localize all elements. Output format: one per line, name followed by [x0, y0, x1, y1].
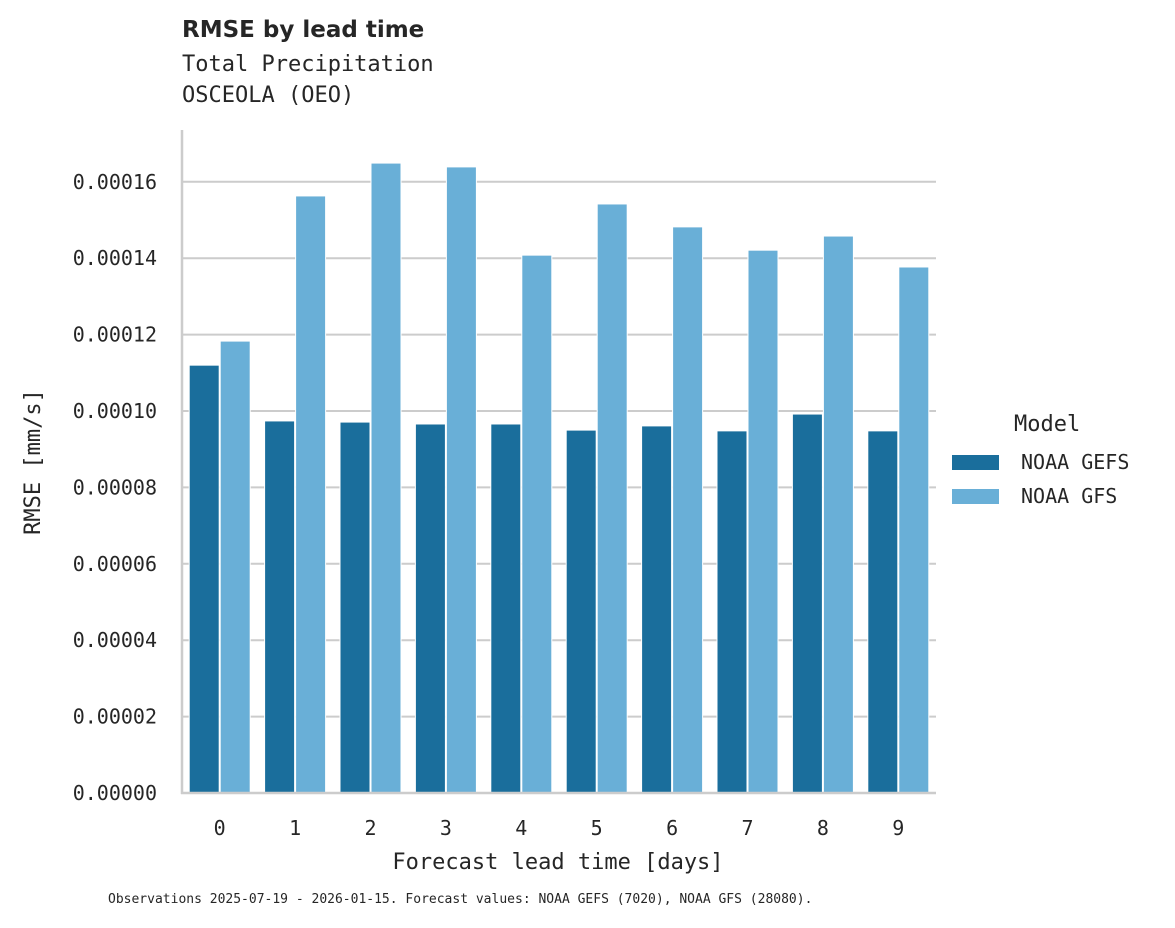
- footnote: Observations 2025-07-19 - 2026-01-15. Fo…: [108, 892, 813, 907]
- bar-gfs-2: [370, 162, 402, 794]
- bar-gfs-8: [822, 235, 854, 794]
- y-tick-label: 0.00014: [73, 246, 157, 270]
- x-tick-label: 1: [289, 816, 301, 840]
- bar-gfs-5: [596, 203, 628, 794]
- y-tick-label: 0.00006: [73, 552, 157, 576]
- x-tick-label: 5: [591, 816, 603, 840]
- bar-gfs-0: [219, 340, 251, 794]
- y-axis-label: RMSE [mm/s]: [21, 389, 46, 535]
- x-tick-label: 2: [364, 816, 376, 840]
- bar-gefs-6: [641, 425, 673, 794]
- bar-gfs-9: [898, 266, 930, 794]
- x-tick-label: 0: [214, 816, 226, 840]
- legend-swatch-gefs: [952, 454, 999, 470]
- x-tick-label: 6: [666, 816, 678, 840]
- bar-gfs-4: [521, 254, 553, 794]
- x-axis-ticks: 0 1 2 3 4 5 6 7 8 9: [214, 816, 905, 840]
- x-tick-label: 7: [741, 816, 753, 840]
- bar-gefs-8: [791, 413, 823, 794]
- y-tick-label: 0.00000: [73, 781, 157, 805]
- bar-gfs-1: [295, 195, 327, 794]
- bar-gefs-2: [339, 421, 371, 794]
- bar-gefs-5: [565, 429, 597, 794]
- x-tick-label: 9: [892, 816, 904, 840]
- bar-gfs-3: [445, 166, 477, 794]
- legend: Model NOAA GEFS NOAA GFS: [952, 412, 1129, 513]
- bar-gefs-0: [188, 364, 220, 794]
- chart-subtitle-station: OSCEOLA (OEO): [182, 83, 355, 108]
- y-tick-label: 0.00012: [73, 323, 157, 347]
- y-tick-label: 0.00004: [73, 628, 157, 652]
- bar-gefs-3: [414, 423, 446, 794]
- y-tick-label: 0.00002: [73, 705, 157, 729]
- legend-swatch-gfs: [952, 488, 999, 504]
- x-tick-label: 3: [440, 816, 452, 840]
- legend-item-gefs: NOAA GEFS: [952, 445, 1129, 479]
- x-tick-label: 8: [817, 816, 829, 840]
- legend-label-gfs: NOAA GFS: [1021, 484, 1118, 508]
- bar-gfs-7: [747, 249, 779, 794]
- legend-title: Model: [1014, 412, 1081, 437]
- bar-gefs-1: [264, 420, 296, 794]
- y-tick-label: 0.00008: [73, 475, 157, 499]
- bar-gefs-9: [867, 430, 899, 794]
- x-axis-label: Forecast lead time [days]: [392, 850, 723, 875]
- bars: [188, 162, 930, 794]
- y-axis-ticks: 0.00000 0.00002 0.00004 0.00006 0.00008 0.000…: [73, 170, 157, 805]
- chart-title: RMSE by lead time: [182, 17, 425, 43]
- bar-gefs-4: [490, 423, 522, 794]
- legend-item-gfs: NOAA GFS: [952, 479, 1129, 513]
- y-tick-label: 0.00016: [73, 170, 157, 194]
- bar-gfs-6: [672, 226, 704, 794]
- chart-subtitle-variable: Total Precipitation: [182, 52, 434, 77]
- bar-gefs-7: [716, 430, 748, 794]
- x-tick-label: 4: [515, 816, 527, 840]
- y-tick-label: 0.00010: [73, 399, 157, 423]
- legend-label-gefs: NOAA GEFS: [1021, 450, 1130, 474]
